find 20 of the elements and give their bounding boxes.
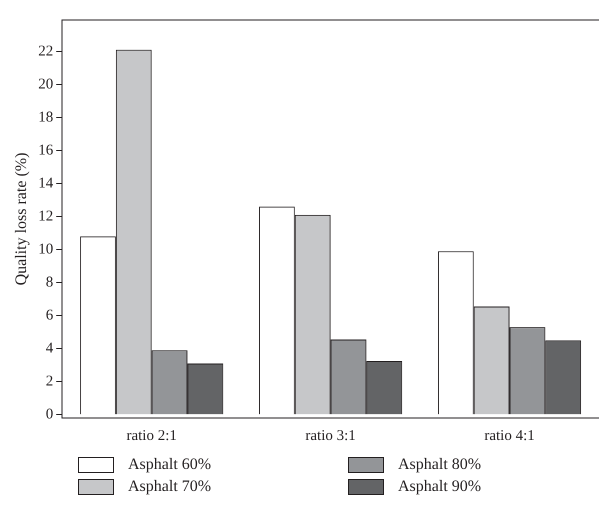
text: Asphalt 60% bbox=[128, 456, 212, 474]
y-tick-label: 2 bbox=[46, 374, 54, 390]
y-tick-label: 8 bbox=[46, 274, 54, 291]
x-tick-label: ratio 4:1 bbox=[484, 428, 535, 444]
y-tick-label: 4 bbox=[46, 340, 54, 357]
legend-label: Asphalt 80% bbox=[398, 456, 482, 474]
legend-label: Asphalt 90% bbox=[398, 478, 482, 496]
y-axis-title: Quality loss rate (%) bbox=[12, 152, 30, 286]
y-tick-label: 12 bbox=[38, 208, 54, 224]
x-tick-label: ratio 2:1 bbox=[126, 428, 177, 444]
y-tick-label: 14 bbox=[38, 175, 54, 192]
legend-label: Asphalt 70% bbox=[128, 478, 212, 496]
y-tick-label: 10 bbox=[38, 241, 54, 258]
y-tick-label: 16 bbox=[38, 142, 54, 158]
y-tick-label: 6 bbox=[46, 308, 54, 324]
y-tick-label: 18 bbox=[38, 109, 54, 126]
y-tick-label: 20 bbox=[38, 76, 54, 92]
x-tick-label: ratio 3:1 bbox=[305, 428, 356, 444]
y-tick-label: 22 bbox=[38, 43, 54, 60]
y-tick-label: 0 bbox=[46, 406, 54, 423]
